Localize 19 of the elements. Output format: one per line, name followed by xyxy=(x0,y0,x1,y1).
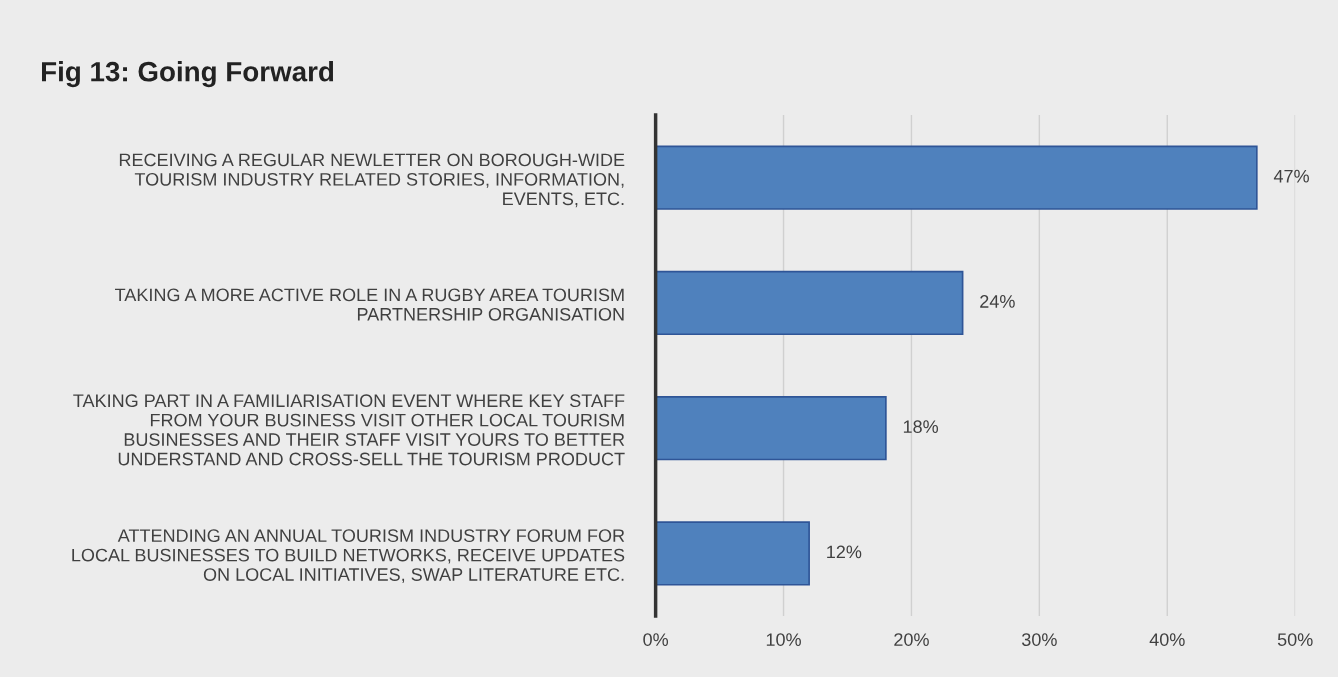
y-tick-label: TAKING PART IN A FAMILIARISATION EVENT WHERE KEY STAFF FROM YOUR BUSINESS VISIT OTHER LOCAL TOURISM BUSINESSES AND THEIR STAFF VISIT YOURS TO BETTER UNDERSTAND AND CROSS-SELL THE TOURISM PRODUCT xyxy=(73,394,625,466)
bar xyxy=(655,396,887,461)
data-label: 47% xyxy=(1273,169,1309,183)
x-tick-label: 40% xyxy=(1149,633,1185,646)
data-label: 18% xyxy=(903,420,939,434)
x-tick-label: 0% xyxy=(643,633,669,646)
x-tick-label: 30% xyxy=(1021,633,1057,646)
y-tick-label: TAKING A MORE ACTIVE ROLE IN A RUGBY AREA TOURISM PARTNERSHIP ORGANISATION xyxy=(115,288,624,321)
x-tick-label: 10% xyxy=(766,633,801,646)
bar xyxy=(655,145,1258,210)
data-label: 24% xyxy=(980,295,1015,308)
y-tick-label: ATTENDING AN ANNUAL TOURISM INDUSTRY FORUM FOR LOCAL BUSINESSES TO BUILD NETWORKS, RECEIVE UPDATES ON LOCAL INITIATIVES, SWAP LITERATURE ETC. xyxy=(72,529,625,584)
text: Fig 13: Going Forward xyxy=(42,61,334,88)
y-tick-label: RECEIVING A REGULAR NEWLETTER ON BOROUGH-WIDE TOURISM INDUSTRY RELATED STORIES, INFORMATION, EVENTS, ETC. xyxy=(119,153,625,208)
bar xyxy=(655,270,964,336)
data-label: 12% xyxy=(827,545,862,559)
x-tick-label: 50% xyxy=(1277,633,1313,646)
x-tick-label: 20% xyxy=(894,633,929,646)
bar xyxy=(655,521,810,586)
